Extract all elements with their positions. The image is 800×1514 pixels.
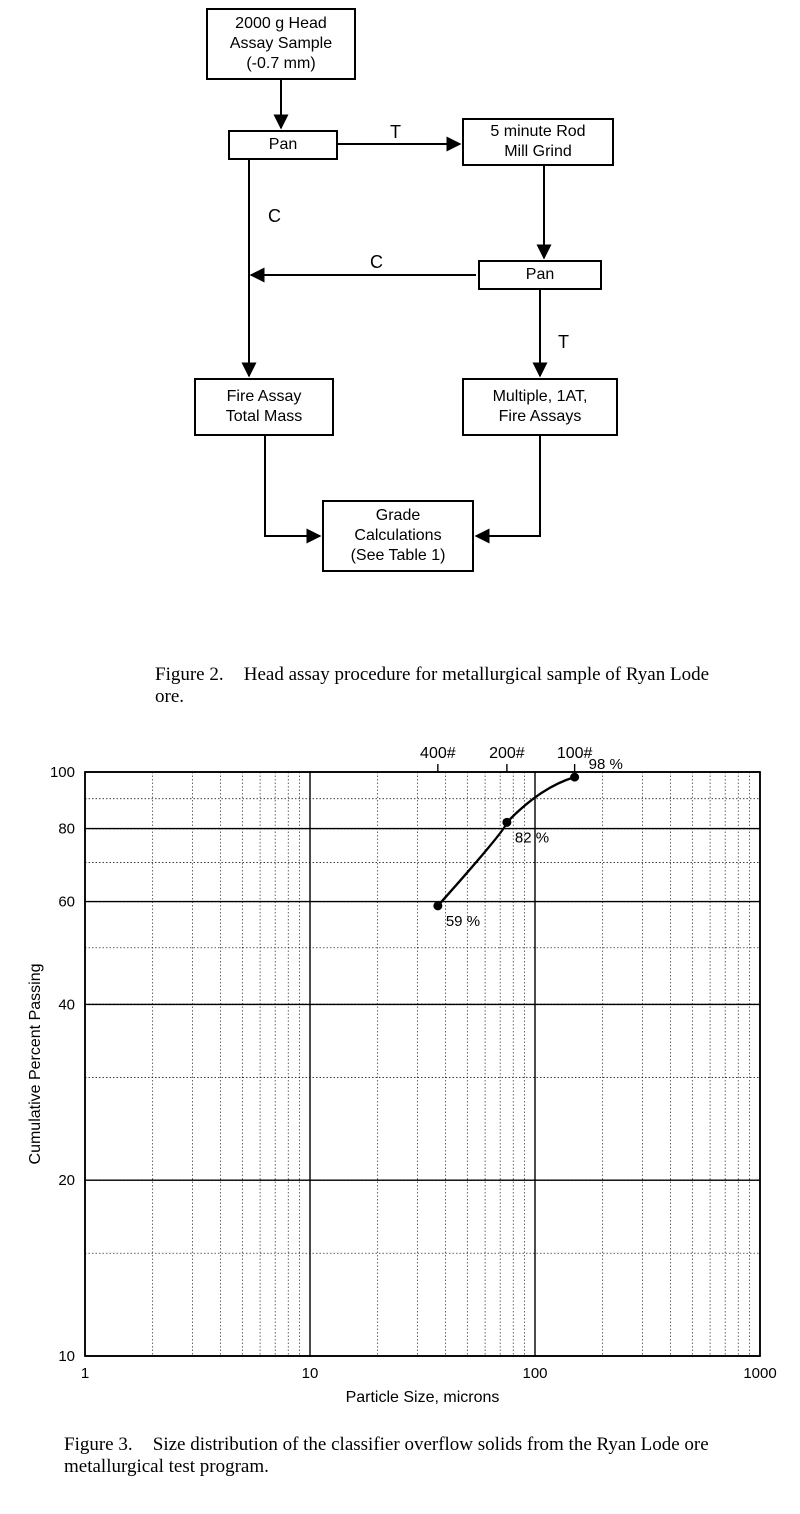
svg-text:1000: 1000 [743, 1365, 776, 1382]
figure3-caption-lead: Figure 3. [64, 1434, 148, 1456]
flow-node-grade: GradeCalculations(See Table 1) [322, 500, 474, 572]
svg-text:200#: 200# [489, 745, 525, 762]
figure2-caption-lead: Figure 2. [155, 664, 239, 686]
svg-text:Cumulative Percent Passing: Cumulative Percent Passing [27, 964, 44, 1165]
flow-node-pan2: Pan [478, 260, 602, 290]
svg-text:59 %: 59 % [446, 913, 480, 930]
svg-text:10: 10 [302, 1365, 319, 1382]
svg-text:10: 10 [58, 1348, 75, 1365]
figure3-caption: Figure 3. Size distribution of the class… [24, 1434, 776, 1478]
svg-text:82 %: 82 % [515, 829, 549, 846]
figure2-caption: Figure 2. Head assay procedure for metal… [115, 664, 755, 708]
flow-node-rodmill: 5 minute RodMill Grind [462, 118, 614, 166]
svg-text:80: 80 [58, 821, 75, 838]
svg-text:1: 1 [81, 1365, 89, 1382]
flowchart: 2000 g HeadAssay Sample(-0.7 mm) Pan 5 min… [0, 0, 800, 660]
svg-text:60: 60 [58, 894, 75, 911]
flow-node-pan1: Pan [228, 130, 338, 160]
size-distribution-chart: 1 10 100 1000 10 20 40 60 80 100 Particle Size, mi… [20, 736, 780, 1416]
svg-text:100: 100 [522, 1365, 547, 1382]
figure3-caption-text: Size distribution of the classifier over… [64, 1434, 709, 1477]
svg-text:400#: 400# [420, 745, 456, 762]
flow-edge-label: C [370, 252, 383, 273]
flow-edge-label: T [558, 332, 569, 353]
svg-text:100#: 100# [557, 745, 593, 762]
chart-canvas: 1 10 100 1000 10 20 40 60 80 100 Particle Size, mi… [20, 736, 780, 1416]
svg-text:98 %: 98 % [589, 756, 623, 773]
flow-edge-label: T [390, 122, 401, 143]
svg-text:20: 20 [58, 1172, 75, 1189]
svg-text:Particle Size, microns: Particle Size, microns [346, 1389, 500, 1406]
flow-edge-label: C [268, 206, 281, 227]
flow-node-fireassay: Fire AssayTotal Mass [194, 378, 334, 436]
flow-node-multiple: Multiple, 1AT,Fire Assays [462, 378, 618, 436]
svg-text:100: 100 [50, 764, 75, 781]
flow-node-head: 2000 g HeadAssay Sample(-0.7 mm) [206, 8, 356, 80]
svg-text:40: 40 [58, 996, 75, 1013]
